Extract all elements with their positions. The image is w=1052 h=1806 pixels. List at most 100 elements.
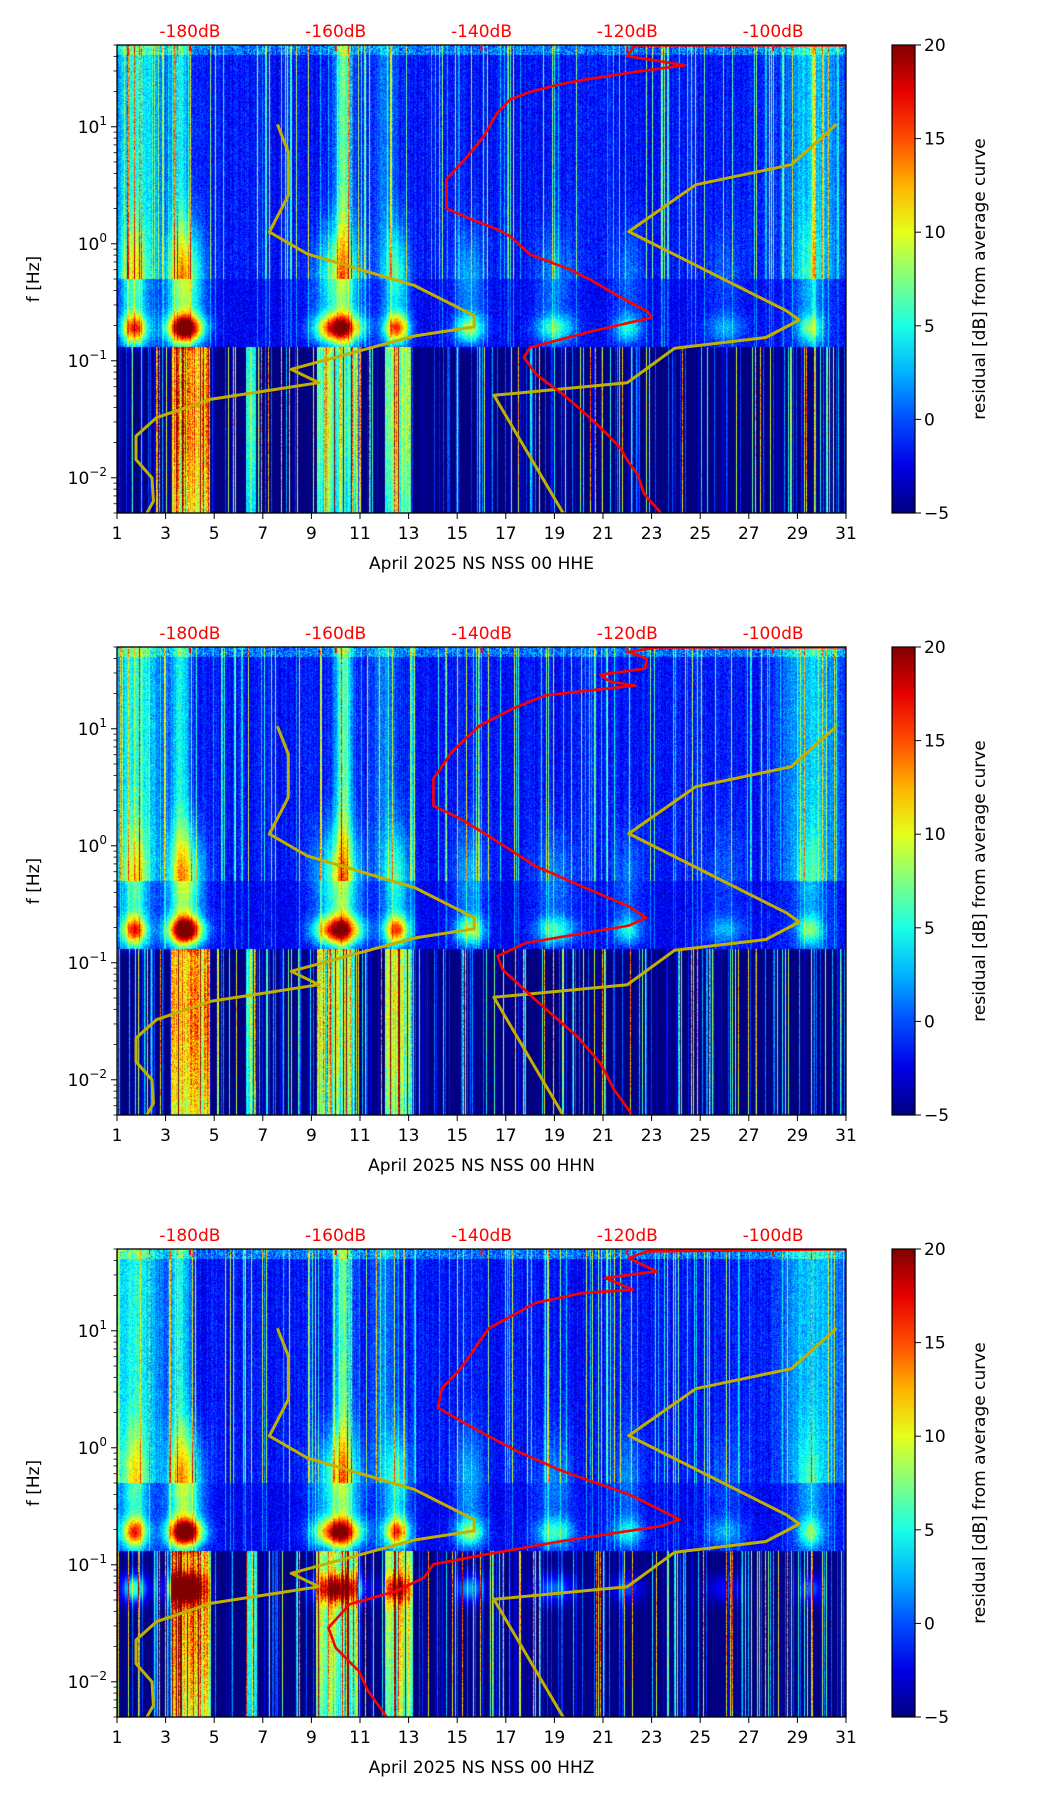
y-tick-label: 100 bbox=[78, 231, 107, 255]
average-curve bbox=[327, 1249, 846, 1717]
colorbar-tick-label: 15 bbox=[924, 1334, 946, 1354]
colorbar-tick-label: −5 bbox=[924, 1708, 949, 1728]
y-tick-label: 101 bbox=[78, 1318, 107, 1342]
top-db-label: -160dB bbox=[305, 624, 366, 644]
colorbar-label: residual [dB] from average curve bbox=[970, 1342, 990, 1623]
x-tick-label: 29 bbox=[787, 1126, 809, 1146]
x-tick-label: 19 bbox=[544, 524, 566, 544]
x-tick-label: 17 bbox=[495, 524, 517, 544]
x-tick-label: 1 bbox=[112, 524, 123, 544]
plot-frame bbox=[116, 1248, 847, 1718]
y-tick-exponent: 0 bbox=[99, 1435, 107, 1449]
spectrogram-panel-hhn: 1 3 5 7 9 11 13 15 17 19 21 23 25 27 29 31 April 2025 NS… bbox=[0, 602, 1052, 1204]
top-db-label: -100dB bbox=[743, 22, 804, 42]
colorbar bbox=[891, 44, 916, 514]
high-noise-model-curve bbox=[492, 725, 838, 1115]
x-tick-label: 1 bbox=[112, 1126, 123, 1146]
x-tick-label: 13 bbox=[398, 524, 420, 544]
colorbar-tick-label: 15 bbox=[924, 732, 946, 752]
x-tick-label: 7 bbox=[257, 1728, 268, 1748]
colorbar-tick-label: −5 bbox=[924, 1106, 949, 1126]
x-tick-label: 17 bbox=[495, 1728, 517, 1748]
average-curve bbox=[432, 647, 846, 1114]
colorbar-tick-label: 5 bbox=[924, 317, 935, 337]
colorbar-tick-label: 15 bbox=[924, 130, 946, 150]
colorbar-label: residual [dB] from average curve bbox=[970, 740, 990, 1021]
y-tick-exponent: −1 bbox=[89, 950, 107, 964]
colorbar-tick-label: 10 bbox=[924, 223, 946, 243]
x-axis-label: April 2025 NS NSS 00 HHN bbox=[368, 1156, 595, 1176]
x-tick-label: 9 bbox=[306, 524, 317, 544]
x-tick-label: 23 bbox=[641, 1126, 663, 1146]
y-tick-exponent: −1 bbox=[89, 1552, 107, 1566]
x-tick-label: 29 bbox=[787, 1728, 809, 1748]
x-tick-label: 15 bbox=[446, 1126, 468, 1146]
spectrogram-panel-hhe: 1 3 5 7 9 11 13 15 17 19 21 23 25 27 29 31 April 2025 NS… bbox=[0, 0, 1052, 602]
top-db-label: -160dB bbox=[305, 1226, 366, 1246]
y-tick-label: 100 bbox=[78, 1435, 107, 1459]
y-tick-exponent: −2 bbox=[89, 1669, 107, 1683]
y-tick-exponent: −2 bbox=[89, 465, 107, 479]
y-tick-exponent: 1 bbox=[99, 716, 107, 730]
y-tick-label: 10−2 bbox=[68, 465, 107, 489]
x-tick-label: 7 bbox=[257, 1126, 268, 1146]
y-axis-label: f [Hz] bbox=[24, 1460, 44, 1506]
plot-frame bbox=[116, 44, 847, 514]
y-tick-base: 10 bbox=[78, 1322, 100, 1342]
low-noise-model-curve bbox=[134, 725, 476, 1115]
x-tick-label: 13 bbox=[398, 1728, 420, 1748]
top-db-label: -160dB bbox=[305, 22, 366, 42]
y-tick-base: 10 bbox=[68, 1071, 90, 1091]
x-tick-label: 7 bbox=[257, 524, 268, 544]
low-noise-model-curve bbox=[134, 123, 476, 513]
x-tick-label: 9 bbox=[306, 1126, 317, 1146]
y-tick-base: 10 bbox=[78, 837, 100, 857]
y-tick-exponent: 1 bbox=[99, 114, 107, 128]
y-tick-label: 101 bbox=[78, 114, 107, 138]
colorbar-label: residual [dB] from average curve bbox=[970, 138, 990, 419]
y-tick-base: 10 bbox=[68, 954, 90, 974]
colorbar-tick-label: 0 bbox=[924, 410, 935, 430]
x-tick-label: 13 bbox=[398, 1126, 420, 1146]
x-tick-label: 1 bbox=[112, 1728, 123, 1748]
low-noise-model-curve bbox=[134, 1327, 476, 1717]
y-axis-label: f [Hz] bbox=[24, 256, 44, 302]
top-db-label: -120dB bbox=[597, 624, 658, 644]
x-tick-label: 29 bbox=[787, 524, 809, 544]
x-tick-label: 11 bbox=[349, 524, 371, 544]
x-tick-label: 21 bbox=[592, 1728, 614, 1748]
x-tick-label: 15 bbox=[446, 524, 468, 544]
x-tick-label: 19 bbox=[544, 1126, 566, 1146]
x-tick-label: 23 bbox=[641, 1728, 663, 1748]
colorbar-tick-label: 20 bbox=[924, 36, 946, 56]
y-tick-label: 10−1 bbox=[68, 1552, 107, 1576]
x-tick-label: 5 bbox=[209, 1126, 220, 1146]
x-tick-label: 17 bbox=[495, 1126, 517, 1146]
x-tick-label: 3 bbox=[160, 1728, 171, 1748]
y-tick-base: 10 bbox=[68, 1556, 90, 1576]
x-tick-label: 5 bbox=[209, 1728, 220, 1748]
y-tick-base: 10 bbox=[68, 352, 90, 372]
x-tick-label: 27 bbox=[738, 1126, 760, 1146]
colorbar-tick-label: −5 bbox=[924, 504, 949, 524]
plot-frame bbox=[116, 646, 847, 1116]
top-db-label: -140dB bbox=[451, 1226, 512, 1246]
y-tick-base: 10 bbox=[68, 469, 90, 489]
y-tick-label: 100 bbox=[78, 833, 107, 857]
y-axis-label: f [Hz] bbox=[24, 858, 44, 904]
x-tick-label: 19 bbox=[544, 1728, 566, 1748]
x-axis-label: April 2025 NS NSS 00 HHZ bbox=[369, 1758, 595, 1778]
x-tick-label: 3 bbox=[160, 1126, 171, 1146]
x-tick-label: 9 bbox=[306, 1728, 317, 1748]
y-tick-base: 10 bbox=[78, 118, 100, 138]
y-tick-exponent: −1 bbox=[89, 348, 107, 362]
y-tick-exponent: 1 bbox=[99, 1318, 107, 1332]
x-tick-label: 21 bbox=[592, 524, 614, 544]
x-tick-label: 11 bbox=[349, 1728, 371, 1748]
y-tick-base: 10 bbox=[78, 1439, 100, 1459]
high-noise-model-curve bbox=[492, 123, 838, 513]
y-tick-label: 10−2 bbox=[68, 1067, 107, 1091]
